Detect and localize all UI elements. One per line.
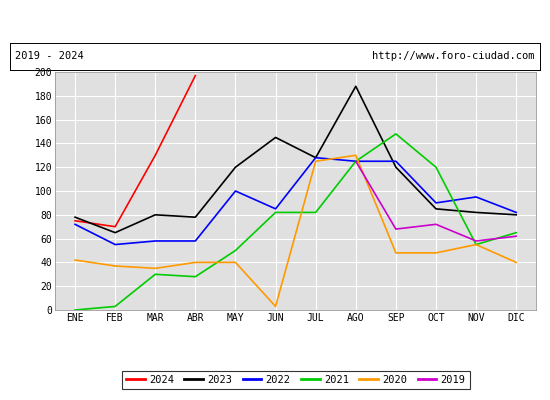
- Legend: 2024, 2023, 2022, 2021, 2020, 2019: 2024, 2023, 2022, 2021, 2020, 2019: [122, 371, 470, 389]
- Text: http://www.foro-ciudad.com: http://www.foro-ciudad.com: [372, 51, 535, 61]
- Text: 2019 - 2024: 2019 - 2024: [15, 51, 84, 61]
- Text: Evolucion Nº Turistas Extranjeros en el municipio de L'Aleixar: Evolucion Nº Turistas Extranjeros en el …: [15, 14, 535, 28]
